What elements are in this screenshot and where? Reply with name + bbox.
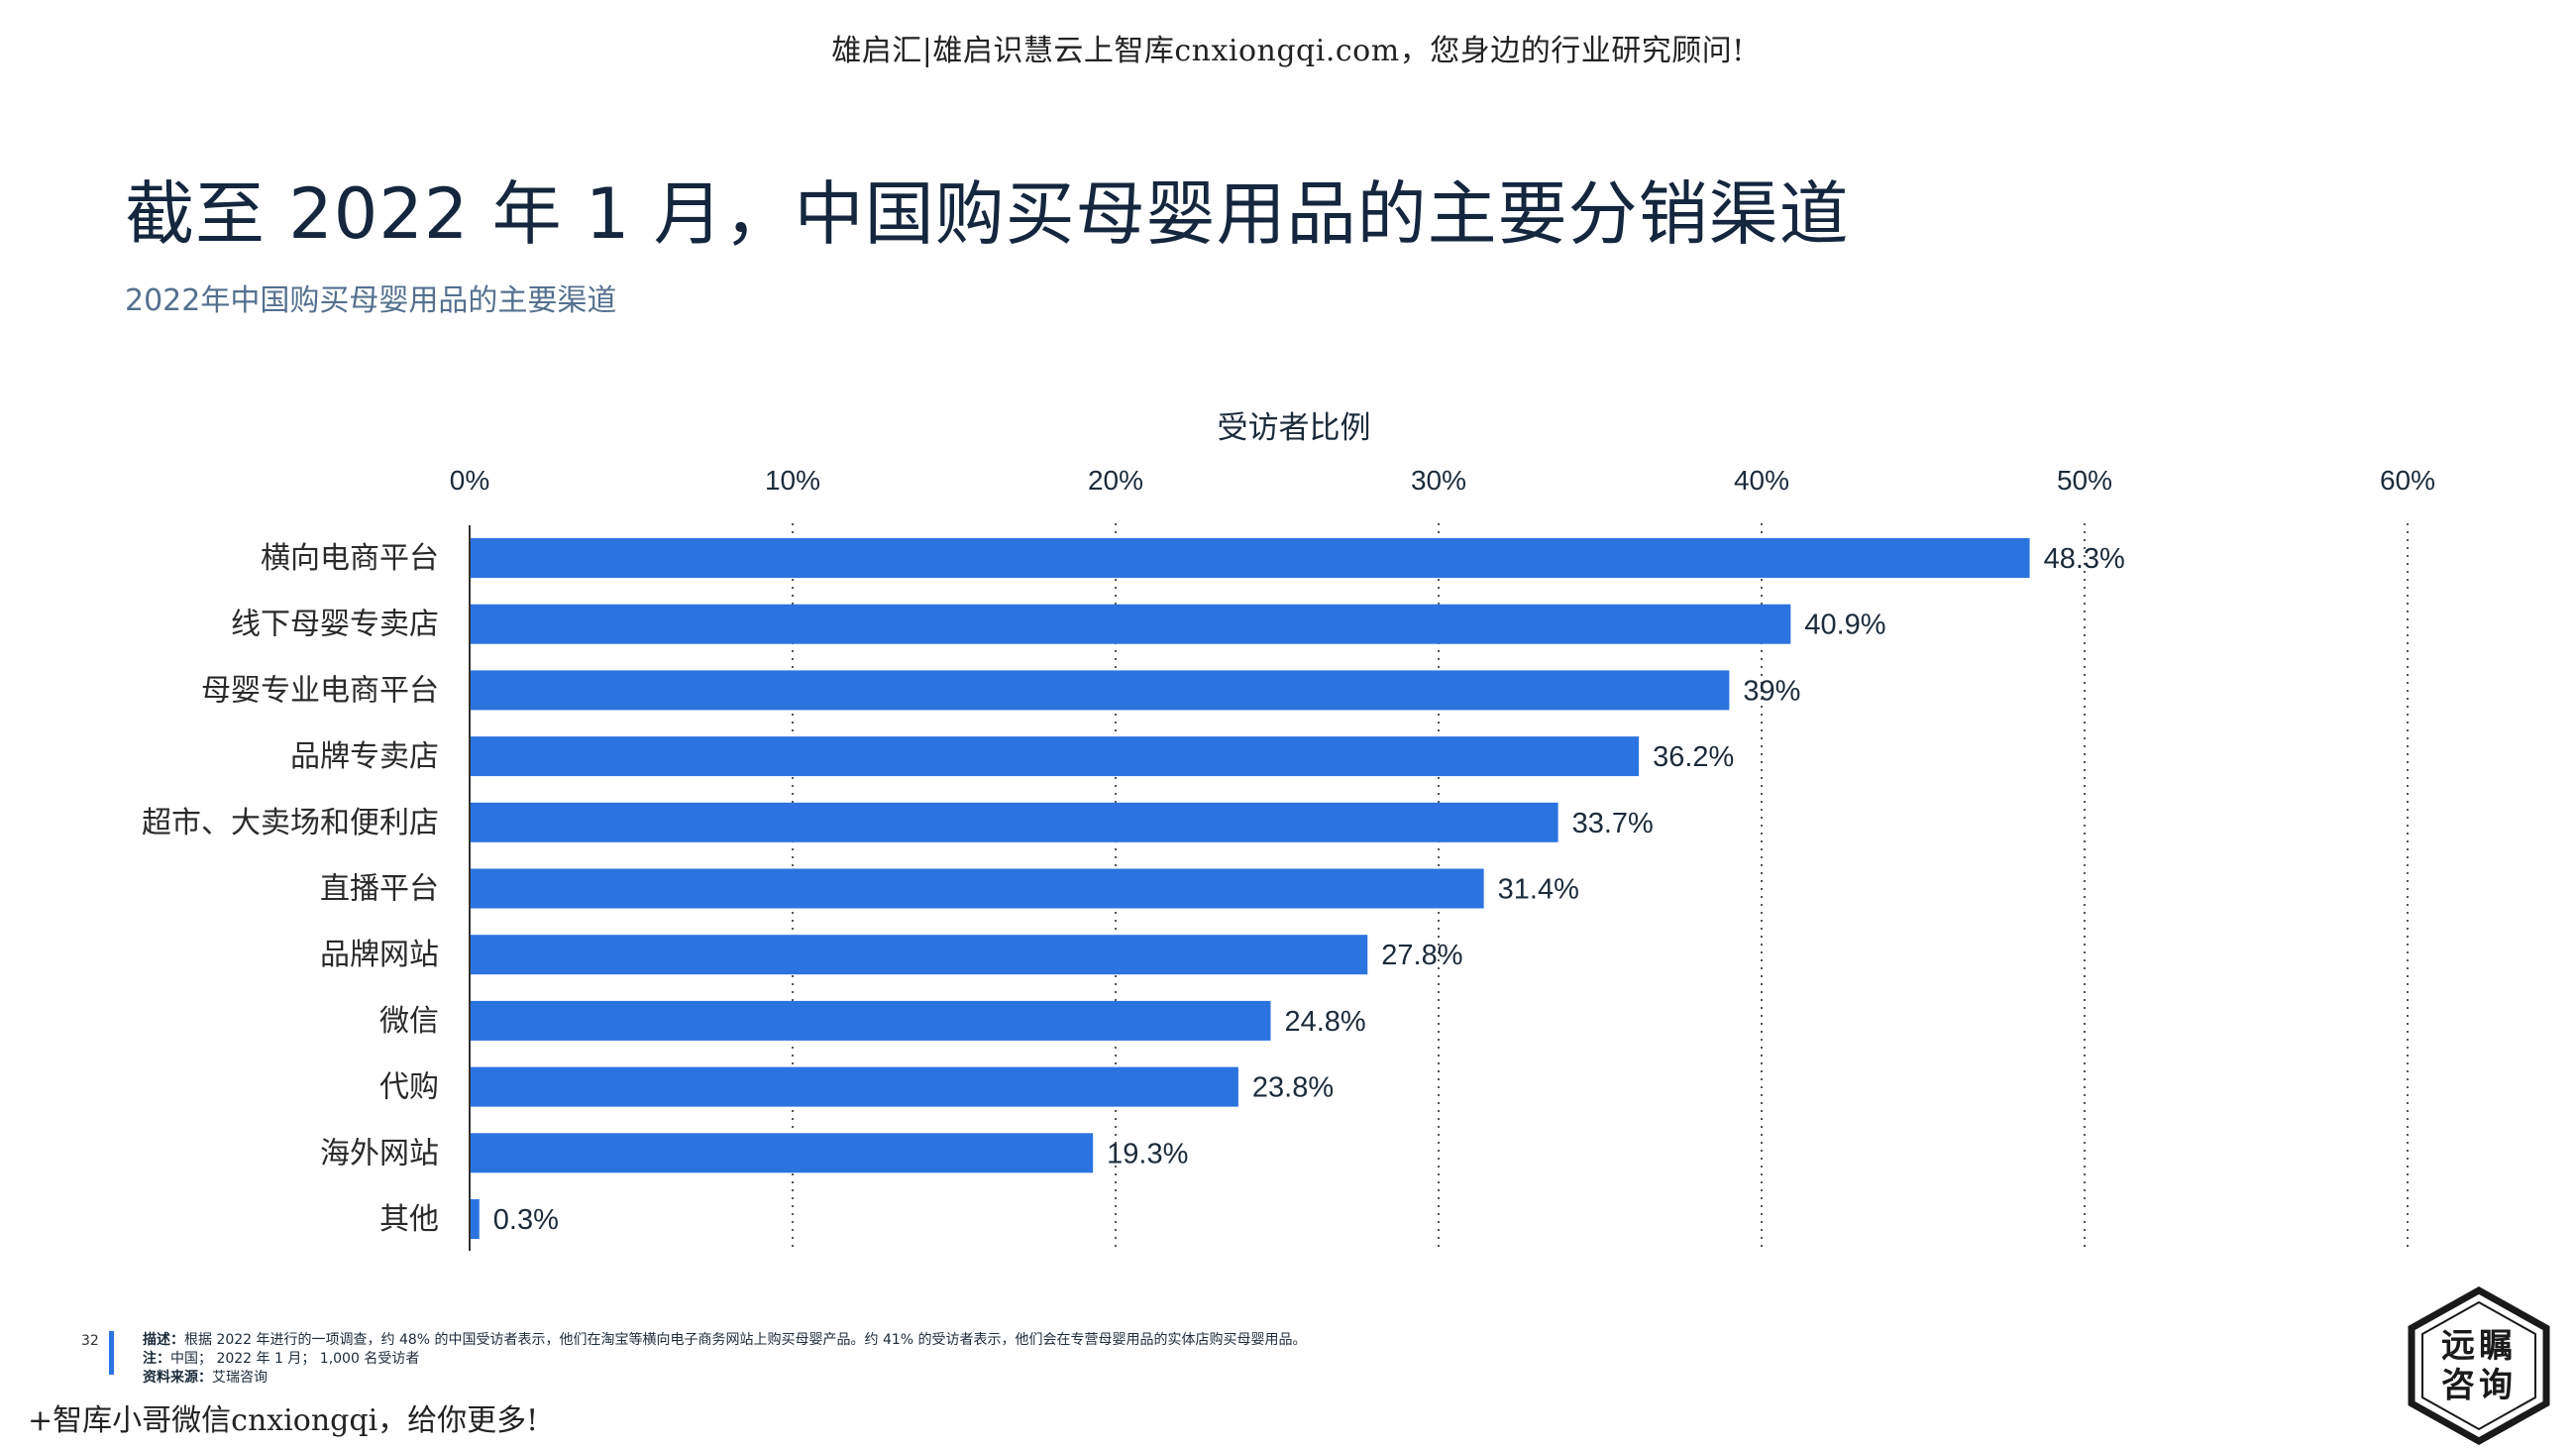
bar: [470, 1133, 1094, 1173]
category-label: 母婴专业电商平台: [201, 673, 439, 708]
category-label: 代购: [379, 1070, 439, 1105]
bars: [470, 538, 2030, 1239]
x-tick-label: 60%: [2380, 465, 2435, 496]
x-tick-label: 20%: [1088, 465, 1143, 496]
x-tick-label: 10%: [765, 465, 820, 496]
logo-text: 远瞩 咨询: [2441, 1326, 2517, 1405]
value-label: 23.8%: [1252, 1072, 1334, 1104]
value-label: 27.8%: [1381, 940, 1462, 971]
bar: [470, 1199, 480, 1239]
bar: [470, 1066, 1238, 1107]
bar: [470, 736, 1640, 777]
value-labels: 48.3% 40.9% 39% 36.2% 33.7% 31.4% 27.8% 24.8% 23…: [493, 543, 2125, 1236]
logo-hexagon-icon: [2408, 1285, 2550, 1446]
note-label: 注：: [143, 1351, 170, 1367]
value-label: 19.3%: [1107, 1138, 1188, 1170]
watermark-bottom: +智库小哥微信cnxiongqi，给你更多!: [28, 1403, 539, 1438]
value-label: 31.4%: [1498, 874, 1579, 906]
value-label: 48.3%: [2044, 543, 2125, 575]
bar-chart: 受访者比例 0% 10% 20% 30% 40% 50% 60% 横向电商平台线下母婴专卖店…: [142, 410, 2435, 1251]
description-label: 描述：: [143, 1332, 184, 1348]
bar: [470, 538, 2030, 578]
category-label: 超市、大卖场和便利店: [142, 806, 439, 840]
category-label: 品牌专卖店: [290, 739, 439, 774]
brand-logo: 远瞩 咨询: [2406, 1285, 2552, 1446]
category-label: 微信: [379, 1004, 439, 1039]
page-number: 32: [81, 1333, 99, 1349]
watermark-top: 雄启汇|雄启识慧云上智库cnxiongqi.com，您身边的行业研究顾问!: [831, 34, 1745, 68]
bar: [470, 604, 1791, 644]
page-title: 截至 2022 年 1 月，中国购买母婴用品的主要分销渠道: [125, 173, 1850, 255]
x-tick-label: 30%: [1411, 465, 1466, 496]
x-axis-title: 受访者比例: [1218, 410, 1371, 446]
category-label: 品牌网站: [320, 938, 439, 972]
x-tick-label: 50%: [2057, 465, 2112, 496]
category-label: 线下母婴专卖店: [231, 608, 439, 642]
value-label: 40.9%: [1804, 610, 1885, 641]
page-subtitle: 2022年中国购买母婴用品的主要渠道: [125, 283, 617, 318]
category-label: 海外网站: [320, 1136, 439, 1170]
bar: [470, 935, 1368, 975]
value-label: 36.2%: [1653, 741, 1734, 773]
bar: [470, 670, 1730, 711]
bar: [470, 1000, 1271, 1041]
category-label: 直播平台: [320, 872, 439, 907]
x-tick-label: 0%: [450, 465, 489, 496]
value-label: 39%: [1743, 675, 1800, 707]
category-labels: 横向电商平台线下母婴专卖店母婴专业电商平台品牌专卖店超市、大卖场和便利店直播平台…: [142, 541, 439, 1237]
note-text: 中国； 2022 年 1 月； 1,000 名受访者: [170, 1351, 420, 1367]
x-axis-ticks: 0% 10% 20% 30% 40% 50% 60%: [450, 465, 2435, 496]
value-label: 0.3%: [493, 1204, 559, 1236]
value-label: 24.8%: [1284, 1006, 1365, 1038]
bar: [470, 802, 1558, 842]
category-label: 其他: [379, 1202, 439, 1237]
category-label: 横向电商平台: [261, 541, 439, 576]
source-text: 艾瑞咨询: [212, 1370, 268, 1386]
x-tick-label: 40%: [1734, 465, 1789, 496]
source-label: 资料来源：: [143, 1370, 212, 1386]
footer-accent-bar: [109, 1331, 114, 1375]
value-label: 33.7%: [1572, 808, 1654, 839]
description-text: 根据 2022 年进行的一项调查，约 48% 的中国受访者表示，他们在淘宝等横向…: [184, 1332, 1307, 1348]
bar: [470, 868, 1484, 909]
